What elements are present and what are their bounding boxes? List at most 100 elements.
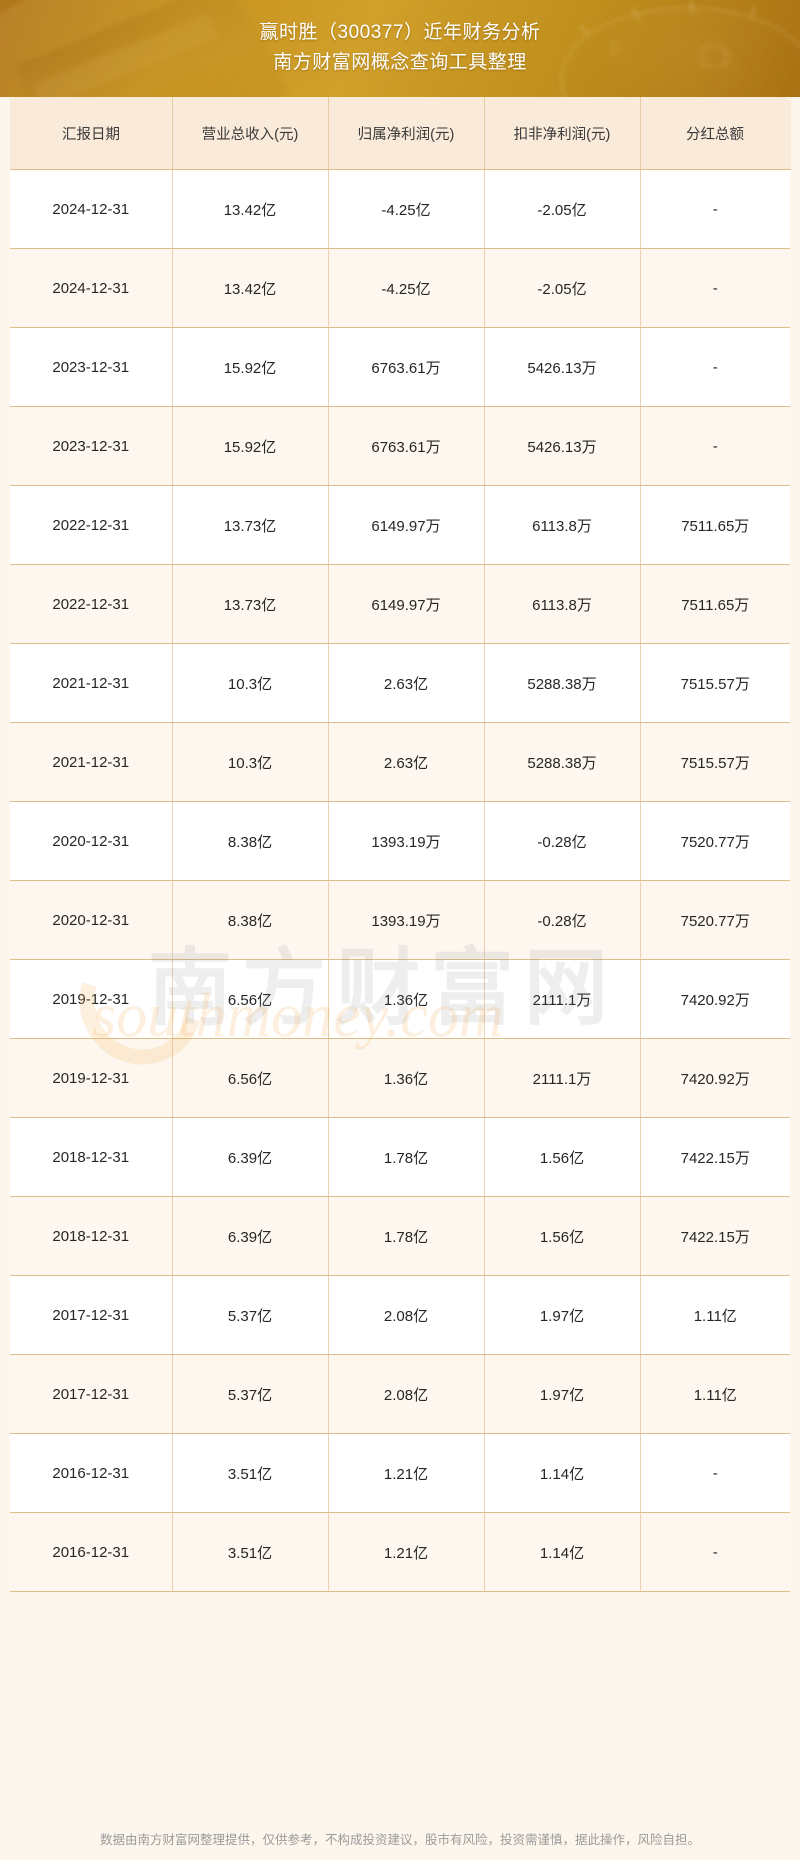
table-row: 2018-12-31 6.39亿 1.78亿 1.56亿 7422.15万	[10, 1196, 790, 1276]
cell-total-dividend: 7420.92万	[640, 959, 790, 1039]
cell-report-date: 2016-12-31	[10, 1512, 173, 1592]
disclaimer-note: 数据由南方财富网整理提供，仅供参考，不构成投资建议，股市有风险，投资需谨慎，据此…	[0, 1820, 800, 1860]
table-row: 2022-12-31 13.73亿 6149.97万 6113.8万 7511.65万	[10, 485, 790, 565]
cell-total-dividend: -	[640, 1512, 790, 1592]
cell-total-revenue: 6.39亿	[172, 1196, 329, 1276]
column-header-net-profit[interactable]: 归属净利润(元)	[328, 97, 485, 170]
column-header-deducted-profit[interactable]: 扣非净利润(元)	[484, 97, 641, 170]
cell-total-revenue: 8.38亿	[172, 880, 329, 960]
table-header-row: 汇报日期 营业总收入(元) 归属净利润(元) 扣非净利润(元) 分红总额	[9, 97, 791, 170]
cell-total-dividend: -	[640, 248, 790, 328]
cell-total-dividend: -	[640, 406, 790, 486]
table-body: 2024-12-31 13.42亿 -4.25亿 -2.05亿 -2024-12-31 1…	[10, 169, 790, 1592]
cell-total-dividend: 1.11亿	[640, 1275, 790, 1355]
cell-total-dividend: -	[640, 327, 790, 407]
cell-deducted-profit: 6113.8万	[484, 485, 641, 565]
cell-total-dividend: 7511.65万	[640, 564, 790, 644]
table-row: 2016-12-31 3.51亿 1.21亿 1.14亿 -	[10, 1433, 790, 1513]
cell-deducted-profit: -2.05亿	[484, 248, 641, 328]
cell-total-revenue: 10.3亿	[172, 643, 329, 723]
cell-report-date: 2021-12-31	[10, 722, 173, 802]
column-header-report-date[interactable]: 汇报日期	[9, 97, 173, 170]
cell-total-dividend: -	[640, 1433, 790, 1513]
cell-total-dividend: 7422.15万	[640, 1117, 790, 1197]
cell-deducted-profit: 1.56亿	[484, 1196, 641, 1276]
header-title-block: 赢时胜（300377）近年财务分析 南方财富网概念查询工具整理	[0, 0, 800, 78]
cell-total-dividend: 7515.57万	[640, 722, 790, 802]
column-header-total-revenue[interactable]: 营业总收入(元)	[172, 97, 329, 170]
cell-net-profit: 6763.61万	[328, 406, 485, 486]
cell-report-date: 2019-12-31	[10, 1038, 173, 1118]
column-header-total-dividend[interactable]: 分红总额	[640, 97, 791, 170]
cell-report-date: 2024-12-31	[10, 248, 173, 328]
cell-report-date: 2023-12-31	[10, 406, 173, 486]
cell-total-dividend: 7520.77万	[640, 880, 790, 960]
cell-total-dividend: 7515.57万	[640, 643, 790, 723]
cell-net-profit: 6149.97万	[328, 564, 485, 644]
cell-total-revenue: 3.51亿	[172, 1512, 329, 1592]
table-row: 2024-12-31 13.42亿 -4.25亿 -2.05亿 -	[10, 169, 790, 249]
financial-analysis-table: 汇报日期 营业总收入(元) 归属净利润(元) 扣非净利润(元) 分红总额 202…	[9, 97, 791, 1592]
cell-deducted-profit: 6113.8万	[484, 564, 641, 644]
table-row: 2024-12-31 13.42亿 -4.25亿 -2.05亿 -	[10, 248, 790, 328]
cell-net-profit: 6763.61万	[328, 327, 485, 407]
fuel-pump-icon	[702, 46, 731, 67]
cell-report-date: 2020-12-31	[10, 801, 173, 881]
cell-report-date: 2018-12-31	[10, 1196, 173, 1276]
table-row: 2019-12-31 6.56亿 1.36亿 2111.1万 7420.92万	[10, 1038, 790, 1118]
cell-report-date: 2022-12-31	[10, 564, 173, 644]
cell-net-profit: 6149.97万	[328, 485, 485, 565]
cell-report-date: 2024-12-31	[10, 169, 173, 249]
cell-deducted-profit: 5288.38万	[484, 722, 641, 802]
cell-total-dividend: 1.11亿	[640, 1354, 790, 1434]
table-row: 2021-12-31 10.3亿 2.63亿 5288.38万 7515.57万	[10, 643, 790, 723]
cell-total-revenue: 13.73亿	[172, 485, 329, 565]
cell-net-profit: 1.36亿	[328, 1038, 485, 1118]
cell-net-profit: 1.21亿	[328, 1512, 485, 1592]
cell-total-revenue: 6.56亿	[172, 959, 329, 1039]
cell-report-date: 2018-12-31	[10, 1117, 173, 1197]
gauge-full-label-icon: F	[610, 36, 622, 60]
cell-total-revenue: 8.38亿	[172, 801, 329, 881]
page-header-banner: F 赢时胜（300377）近年财务分析 南方财富网概念查询工具整理	[0, 0, 800, 97]
cell-total-revenue: 6.39亿	[172, 1117, 329, 1197]
cell-total-revenue: 5.37亿	[172, 1354, 329, 1434]
cell-report-date: 2016-12-31	[10, 1433, 173, 1513]
page-title: 赢时胜（300377）近年财务分析	[259, 22, 541, 43]
cell-deducted-profit: -0.28亿	[484, 880, 641, 960]
cell-report-date: 2017-12-31	[10, 1354, 173, 1434]
cell-deducted-profit: 5426.13万	[484, 406, 641, 486]
cell-net-profit: 1.78亿	[328, 1196, 485, 1276]
cell-total-dividend: 7420.92万	[640, 1038, 790, 1118]
cell-net-profit: 2.63亿	[328, 722, 485, 802]
cell-total-dividend: -	[640, 169, 790, 249]
cell-report-date: 2023-12-31	[10, 327, 173, 407]
table-row: 2018-12-31 6.39亿 1.78亿 1.56亿 7422.15万	[10, 1117, 790, 1197]
table-row: 2019-12-31 6.56亿 1.36亿 2111.1万 7420.92万	[10, 959, 790, 1039]
cell-report-date: 2021-12-31	[10, 643, 173, 723]
cell-deducted-profit: 1.97亿	[484, 1354, 641, 1434]
cell-total-revenue: 15.92亿	[172, 327, 329, 407]
cell-report-date: 2019-12-31	[10, 959, 173, 1039]
cell-report-date: 2020-12-31	[10, 880, 173, 960]
cell-deducted-profit: -0.28亿	[484, 801, 641, 881]
table-row: 2017-12-31 5.37亿 2.08亿 1.97亿 1.11亿	[10, 1275, 790, 1355]
cell-deducted-profit: 1.97亿	[484, 1275, 641, 1355]
cell-total-revenue: 13.42亿	[172, 169, 329, 249]
cell-total-revenue: 13.73亿	[172, 564, 329, 644]
cell-net-profit: 1393.19万	[328, 801, 485, 881]
cell-total-revenue: 13.42亿	[172, 248, 329, 328]
table-row: 2021-12-31 10.3亿 2.63亿 5288.38万 7515.57万	[10, 722, 790, 802]
cell-deducted-profit: 2111.1万	[484, 959, 641, 1039]
cell-net-profit: 1.21亿	[328, 1433, 485, 1513]
cell-net-profit: 1.78亿	[328, 1117, 485, 1197]
table-row: 2022-12-31 13.73亿 6149.97万 6113.8万 7511.65万	[10, 564, 790, 644]
cell-total-revenue: 3.51亿	[172, 1433, 329, 1513]
cell-deducted-profit: 1.14亿	[484, 1512, 641, 1592]
cell-deducted-profit: 5426.13万	[484, 327, 641, 407]
table-row: 2017-12-31 5.37亿 2.08亿 1.97亿 1.11亿	[10, 1354, 790, 1434]
cell-total-revenue: 10.3亿	[172, 722, 329, 802]
table-row: 2016-12-31 3.51亿 1.21亿 1.14亿 -	[10, 1512, 790, 1592]
cell-deducted-profit: 5288.38万	[484, 643, 641, 723]
header-background-art: F	[0, 0, 800, 97]
